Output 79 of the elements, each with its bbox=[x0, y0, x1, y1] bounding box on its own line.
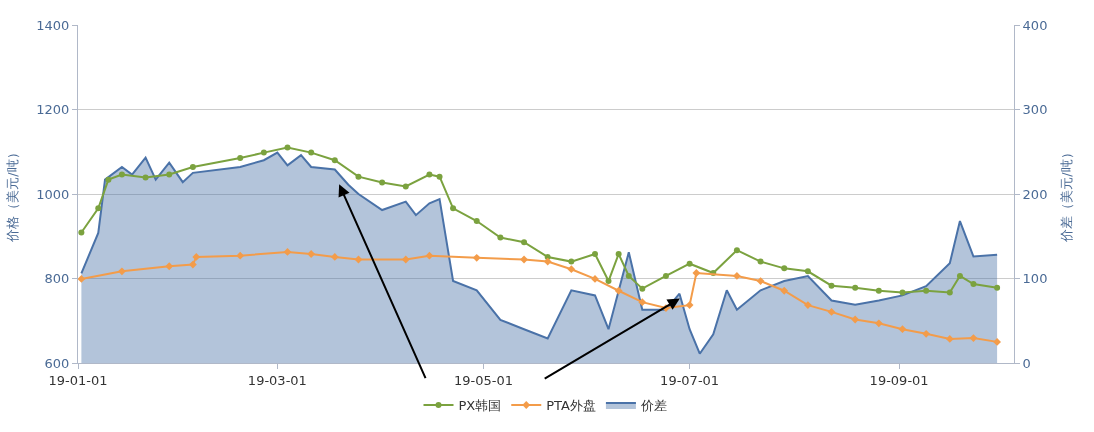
x-tick-label: 19-03-01 bbox=[247, 372, 307, 388]
point bbox=[756, 277, 765, 285]
point bbox=[851, 315, 860, 324]
point bbox=[284, 144, 291, 151]
point bbox=[401, 255, 410, 264]
point bbox=[615, 251, 622, 257]
point bbox=[436, 173, 443, 180]
point bbox=[426, 171, 433, 178]
point bbox=[662, 272, 669, 279]
point bbox=[591, 275, 599, 283]
y2-tick-label: 200 bbox=[1022, 186, 1048, 202]
point bbox=[472, 253, 481, 262]
point bbox=[425, 251, 434, 260]
point bbox=[520, 255, 528, 264]
point bbox=[331, 157, 338, 164]
y-tick-label: 1400 bbox=[36, 17, 70, 33]
point bbox=[874, 319, 883, 328]
point bbox=[307, 250, 316, 258]
legend-label: PX韩国 bbox=[458, 398, 502, 414]
point bbox=[733, 272, 741, 280]
point bbox=[993, 337, 1001, 346]
point bbox=[804, 268, 811, 275]
point bbox=[780, 286, 789, 295]
point bbox=[355, 173, 362, 180]
point bbox=[685, 301, 694, 310]
y-tick-label: 1200 bbox=[36, 102, 70, 118]
point bbox=[875, 287, 882, 294]
x-tick-label: 19-05-01 bbox=[453, 372, 513, 388]
point bbox=[970, 280, 977, 287]
y2-tick-label: 0 bbox=[1022, 355, 1031, 371]
point bbox=[521, 239, 528, 246]
point bbox=[402, 183, 409, 190]
point bbox=[543, 257, 552, 266]
point bbox=[605, 278, 612, 285]
point bbox=[803, 301, 812, 310]
point bbox=[379, 179, 386, 186]
point bbox=[497, 234, 504, 241]
point bbox=[899, 289, 906, 296]
y-axis-title: 价格（美元/吨） bbox=[5, 146, 21, 243]
point bbox=[567, 265, 576, 274]
x-tick-label: 19-09-01 bbox=[869, 372, 929, 388]
point bbox=[733, 247, 740, 254]
point bbox=[945, 335, 954, 343]
point bbox=[757, 258, 764, 265]
y2-tick-label: 400 bbox=[1022, 17, 1048, 33]
point bbox=[283, 247, 292, 256]
point bbox=[568, 258, 575, 265]
point bbox=[639, 285, 646, 292]
y-tick-label: 1000 bbox=[36, 186, 70, 202]
y-tick-label: 600 bbox=[44, 355, 70, 371]
point bbox=[852, 284, 859, 291]
point bbox=[625, 272, 632, 279]
point bbox=[473, 218, 480, 225]
point bbox=[994, 284, 1001, 291]
point bbox=[614, 286, 623, 295]
point bbox=[898, 325, 907, 334]
point bbox=[638, 298, 647, 307]
point bbox=[828, 282, 835, 289]
point bbox=[450, 205, 457, 212]
point bbox=[781, 265, 788, 272]
point bbox=[308, 149, 315, 156]
y2-tick-label: 300 bbox=[1022, 102, 1048, 118]
y2-axis-title: 价差（美元/吨） bbox=[1059, 146, 1075, 243]
point bbox=[692, 269, 701, 277]
y2-tick-label: 100 bbox=[1022, 271, 1048, 287]
point bbox=[946, 289, 953, 296]
y-tick-label: 800 bbox=[44, 271, 70, 287]
x-tick-label: 19-01-01 bbox=[48, 372, 108, 388]
point bbox=[956, 272, 963, 279]
point bbox=[330, 253, 339, 261]
point bbox=[827, 307, 836, 316]
point bbox=[686, 260, 693, 267]
legend-label: 价差 bbox=[639, 398, 667, 414]
legend-label: PTA外盘 bbox=[546, 398, 596, 414]
point bbox=[923, 287, 930, 294]
x-tick-label: 19-07-01 bbox=[660, 372, 720, 388]
point bbox=[969, 334, 978, 342]
point bbox=[592, 251, 598, 257]
point bbox=[922, 329, 931, 338]
